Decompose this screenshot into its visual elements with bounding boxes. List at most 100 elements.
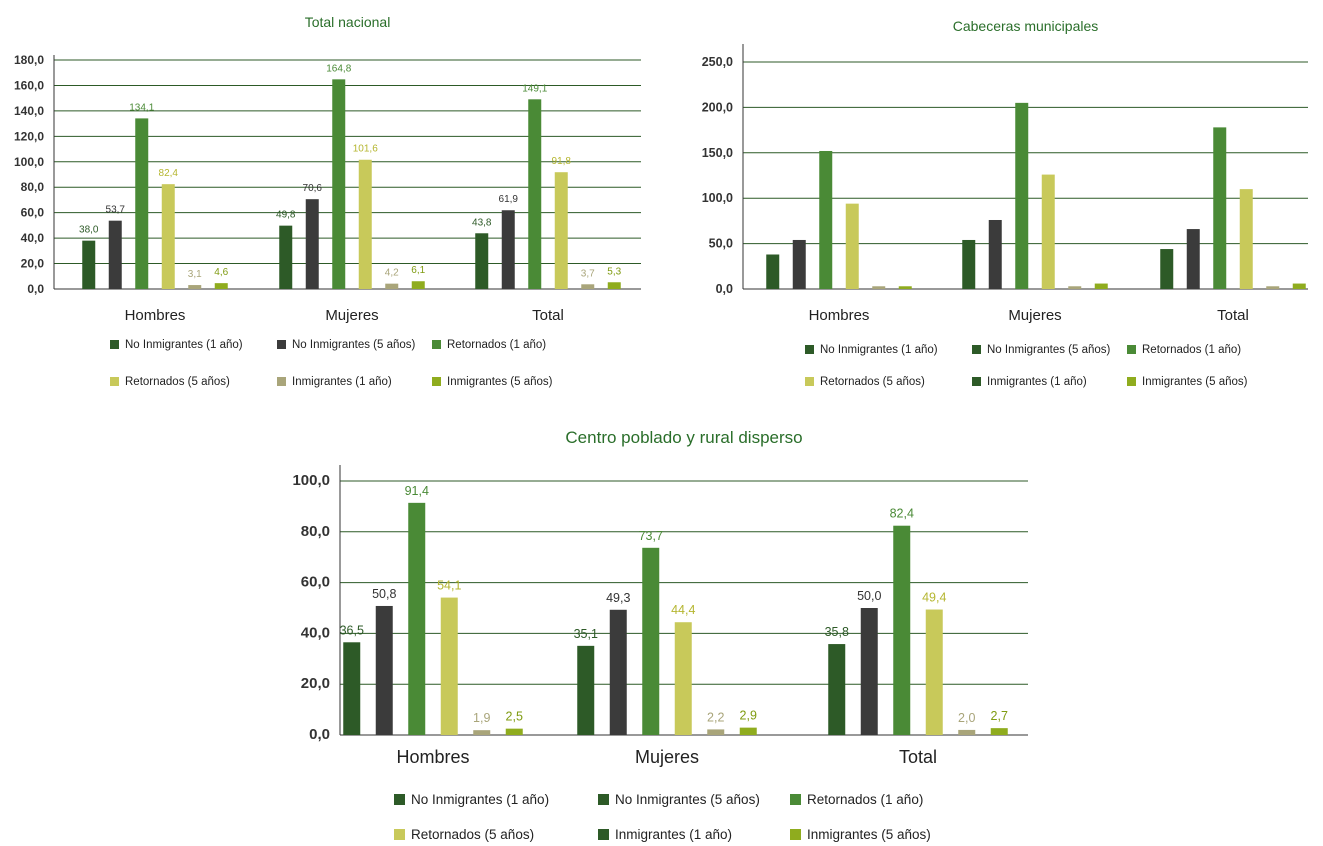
legend-item-inmigrantes-1-ano: Inmigrantes (1 año) (277, 376, 392, 388)
category-label-total: Total (1217, 307, 1249, 324)
legend-label: Inmigrantes (1 año) (292, 376, 392, 388)
category-label-mujeres: Mujeres (1008, 307, 1061, 324)
data-label: 134,1 (129, 102, 154, 113)
bar-retornados-1-ano-hombres (135, 118, 149, 290)
bar-no-inmigrantes-5-anos-hombres (108, 220, 122, 289)
legend-item-retornados-5-anos: Retornados (5 años) (110, 376, 230, 388)
bar-inmigrantes-1-ano-mujeres (1068, 286, 1082, 289)
data-label: 2,0 (958, 711, 975, 725)
bar-retornados-5-anos-mujeres (1041, 174, 1055, 289)
legend-swatch (790, 829, 801, 840)
y-tick-label: 20,0 (301, 675, 330, 692)
bar-inmigrantes-5-anos-total (1292, 283, 1306, 289)
data-label: 50,8 (372, 587, 396, 601)
data-label: 91,4 (405, 484, 429, 498)
bar-no-inmigrantes-1-ano-hombres (343, 642, 361, 735)
bar-no-inmigrantes-5-anos-hombres (375, 605, 393, 735)
bar-inmigrantes-1-ano-hombres (188, 285, 202, 289)
category-label-mujeres: Mujeres (325, 307, 378, 324)
legend-swatch (790, 794, 801, 805)
bar-inmigrantes-5-anos-mujeres (411, 281, 425, 289)
y-tick-label: 80,0 (301, 523, 330, 540)
bar-no-inmigrantes-5-anos-mujeres (305, 199, 319, 289)
legend-swatch (110, 377, 119, 386)
y-tick-label: 100,0 (14, 155, 44, 169)
data-label: 5,3 (607, 266, 621, 277)
data-label: 35,8 (825, 625, 849, 639)
data-label: 73,7 (639, 529, 663, 543)
bar-retornados-5-anos-hombres (845, 203, 859, 289)
data-label: 53,7 (106, 205, 126, 216)
bar-retornados-1-ano-total (528, 99, 542, 289)
category-label-mujeres: Mujeres (635, 747, 699, 767)
chart-total-nacional: Total nacional 0,0 20,0 40,0 60,0 80,0 100,0 12… (0, 0, 660, 410)
data-label: 2,9 (740, 709, 757, 723)
bar-retornados-1-ano-mujeres (642, 547, 660, 735)
bar-retornados-1-ano-total (1213, 127, 1227, 289)
category-label-hombres: Hombres (809, 307, 870, 324)
bar-no-inmigrantes-1-ano-mujeres (577, 645, 595, 735)
legend-item-inmigrantes-1-ano: Inmigrantes (1 año) (972, 376, 1087, 388)
bar-inmigrantes-5-anos-total (990, 728, 1008, 735)
legend-swatch (394, 794, 405, 805)
legend-swatch (277, 340, 286, 349)
legend-swatch (598, 794, 609, 805)
legend-label: Retornados (1 año) (1142, 344, 1241, 356)
data-label: 61,9 (499, 194, 519, 205)
chart-title: Total nacional (305, 14, 391, 30)
bar-retornados-1-ano-hombres (408, 502, 426, 735)
legend-swatch (805, 377, 814, 386)
legend-label: Inmigrantes (5 años) (1142, 376, 1248, 388)
bar-no-inmigrantes-1-ano-total (828, 644, 846, 735)
chart-cabeceras-municipales: Cabeceras municipales 0,0 50,0 100,0 150,0 20… (663, 0, 1323, 410)
legend-label: Retornados (5 años) (125, 376, 230, 388)
bar-retornados-1-ano-total (893, 525, 911, 735)
data-label: 6,1 (411, 265, 425, 276)
y-tick-label: 40,0 (21, 231, 45, 245)
legend-item-retornados-1-ano: Retornados (1 año) (432, 339, 546, 351)
bar-retornados-5-anos-hombres (440, 597, 458, 735)
legend-item-inmigrantes-5-anos: Inmigrantes (5 años) (790, 827, 931, 842)
chart-svg: Centro poblado y rural disperso 0,0 20,0 40… (292, 428, 1028, 842)
bar-inmigrantes-1-ano-mujeres (385, 283, 399, 289)
bar-inmigrantes-1-ano-total (581, 284, 595, 289)
bar-inmigrantes-1-ano-total (958, 729, 976, 735)
bar-no-inmigrantes-5-anos-hombres (792, 239, 806, 289)
legend-swatch (805, 345, 814, 354)
chart-title: Centro poblado y rural disperso (565, 428, 802, 447)
bar-retornados-5-anos-mujeres (674, 622, 692, 735)
y-tick-label: 150,0 (702, 146, 733, 160)
legend-label: Inmigrantes (1 año) (987, 376, 1087, 388)
bar-inmigrantes-1-ano-hombres (872, 286, 886, 289)
y-tick-label: 0,0 (716, 282, 733, 296)
bar-no-inmigrantes-5-anos-total (860, 608, 878, 735)
legend-item-no-inmigrantes-1-ano: No Inmigrantes (1 año) (110, 339, 243, 351)
data-label: 4,6 (214, 267, 228, 278)
y-tick-label: 50,0 (709, 237, 733, 251)
data-label: 2,5 (506, 710, 523, 724)
y-tick-label: 0,0 (27, 282, 44, 296)
y-tick-label: 180,0 (14, 53, 44, 67)
legend-label: Retornados (1 año) (447, 339, 546, 351)
data-label: 2,2 (707, 710, 724, 724)
bar-no-inmigrantes-1-ano-mujeres (962, 239, 976, 289)
data-label: 49,4 (922, 591, 946, 605)
bar-inmigrantes-5-anos-hombres (505, 728, 523, 735)
chart-svg: Cabeceras municipales 0,0 50,0 100,0 150,0 20… (702, 18, 1308, 388)
bar-retornados-5-anos-total (925, 609, 943, 735)
chart-centro-poblado-rural-disperso: Centro poblado y rural disperso 0,0 20,0 40… (260, 420, 1060, 846)
y-tick-label: 80,0 (21, 180, 45, 194)
y-tick-label: 60,0 (21, 206, 45, 220)
legend-item-retornados-5-anos: Retornados (5 años) (394, 827, 534, 842)
legend-label: Inmigrantes (5 años) (807, 827, 931, 842)
legend-swatch (432, 340, 441, 349)
legend-label: Inmigrantes (1 año) (615, 827, 732, 842)
bar-retornados-1-ano-mujeres (332, 79, 346, 290)
chart-title: Cabeceras municipales (953, 18, 1099, 34)
bar-retornados-5-anos-mujeres (358, 159, 372, 289)
legend-item-inmigrantes-1-ano: Inmigrantes (1 año) (598, 827, 732, 842)
data-label: 49,3 (606, 591, 630, 605)
legend-item-inmigrantes-5-anos: Inmigrantes (5 años) (432, 376, 553, 388)
category-label-total: Total (532, 307, 564, 324)
y-tick-label: 40,0 (301, 624, 330, 641)
